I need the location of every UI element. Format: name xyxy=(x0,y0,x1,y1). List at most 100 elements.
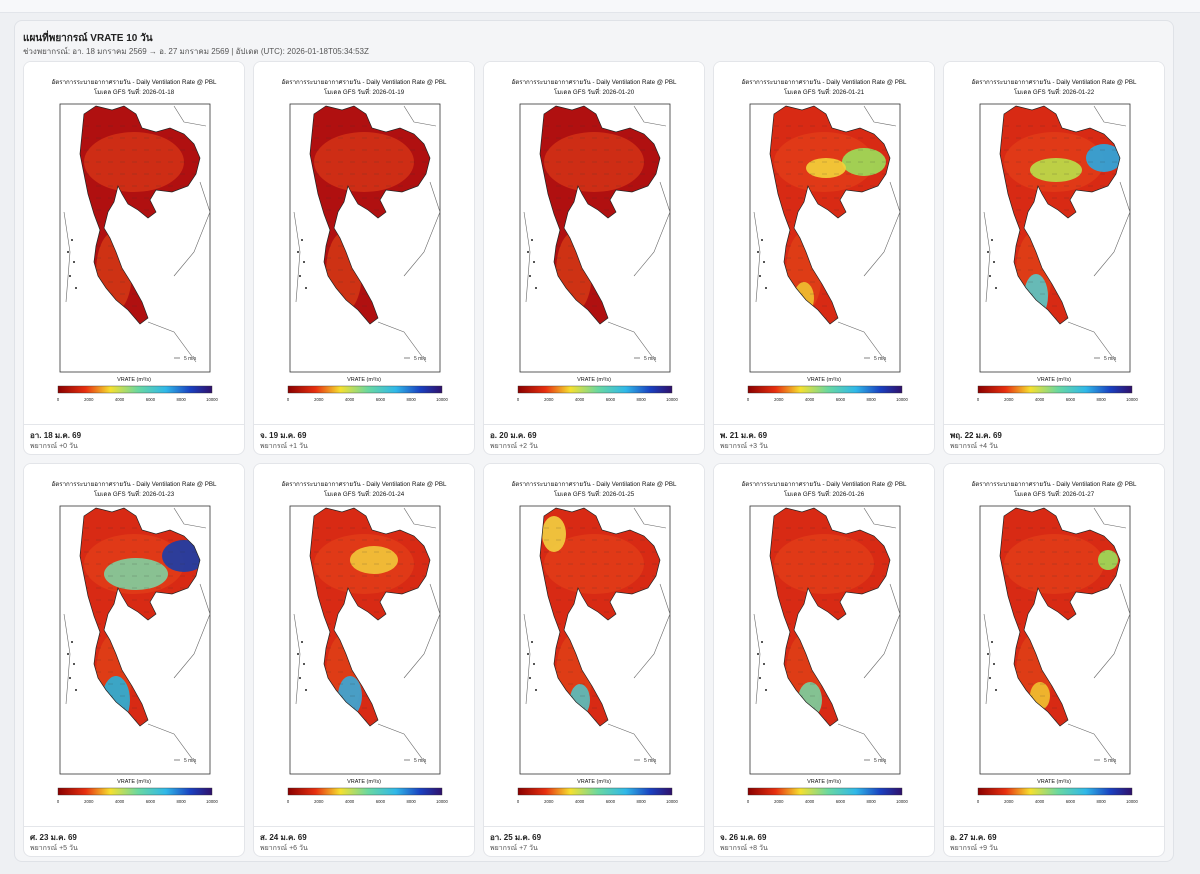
forecast-range-subtitle: ช่วงพยากรณ์: อา. 18 มกราคม 2569 → อ. 27 … xyxy=(23,47,369,56)
colorbar xyxy=(977,385,1133,394)
colorbar-label: VRATE (m²/s) xyxy=(577,779,611,785)
card-divider xyxy=(484,826,704,827)
map-title: อัตราการระบายอากาศรายวัน - Daily Ventila… xyxy=(972,79,1138,86)
colorbar-tick-label: 8000 xyxy=(1097,397,1107,402)
vrate-map-svg: อัตราการระบายอากาศรายวัน - Daily Ventila… xyxy=(742,79,909,402)
colorbar xyxy=(57,385,213,394)
forecast-card[interactable]: อัตราการระบายอากาศรายวัน - Daily Ventila… xyxy=(483,61,705,455)
map-title: อัตราการระบายอากาศรายวัน - Daily Ventila… xyxy=(512,481,678,488)
forecast-date-label: พฤ. 22 ม.ค. 69 xyxy=(950,431,1002,440)
forecast-date-label: จ. 19 ม.ค. 69 xyxy=(260,431,307,440)
colorbar-tick-label: 10000 xyxy=(436,799,448,804)
forecast-card[interactable]: อัตราการระบายอากาศรายวัน - Daily Ventila… xyxy=(483,463,705,857)
colorbar-tick-label: 0 xyxy=(747,799,750,804)
vector-scale-label: 5 m/s xyxy=(1104,356,1117,362)
forecast-card[interactable]: อัตราการระบายอากาศรายวัน - Daily Ventila… xyxy=(253,463,475,857)
colorbar-tick-label: 0 xyxy=(287,397,290,402)
colorbar-tick-label: 8000 xyxy=(407,397,417,402)
colorbar-label: VRATE (m²/s) xyxy=(347,779,381,785)
colorbar-tick-label: 8000 xyxy=(867,799,877,804)
card-divider xyxy=(714,424,934,425)
colorbar-tick-label: 8000 xyxy=(637,799,647,804)
forecast-card[interactable]: อัตราการระบายอากาศรายวัน - Daily Ventila… xyxy=(23,463,245,857)
vector-scale-label: 5 m/s xyxy=(414,356,427,362)
map-run-date: โมเดล GFS วันที่: 2026-01-19 xyxy=(324,88,405,96)
map-run-date: โมเดล GFS วันที่: 2026-01-24 xyxy=(324,490,405,498)
colorbar-tick-label: 4000 xyxy=(575,397,585,402)
colorbar-tick-label: 10000 xyxy=(896,799,908,804)
map-title: อัตราการระบายอากาศรายวัน - Daily Ventila… xyxy=(742,481,908,488)
forecast-lead-label: พยากรณ์ +7 วัน xyxy=(490,845,538,852)
card-divider xyxy=(24,424,244,425)
vrate-map-svg: อัตราการระบายอากาศรายวัน - Daily Ventila… xyxy=(512,79,679,402)
map-run-date: โมเดล GFS วันที่: 2026-01-20 xyxy=(554,88,635,96)
forecast-date-label: พ. 21 ม.ค. 69 xyxy=(720,431,768,440)
colorbar xyxy=(747,385,903,394)
vrate-map-svg: อัตราการระบายอากาศรายวัน - Daily Ventila… xyxy=(282,481,449,804)
vrate-map-image: อัตราการระบายอากาศรายวัน - Daily Ventila… xyxy=(254,62,474,424)
map-title: อัตราการระบายอากาศรายวัน - Daily Ventila… xyxy=(972,481,1138,488)
forecast-date-label: จ. 26 ม.ค. 69 xyxy=(720,833,767,842)
colorbar-tick-label: 0 xyxy=(977,397,980,402)
forecast-lead-label: พยากรณ์ +3 วัน xyxy=(720,443,768,450)
colorbar-label: VRATE (m²/s) xyxy=(1037,377,1071,383)
colorbar xyxy=(517,787,673,796)
forecast-card[interactable]: อัตราการระบายอากาศรายวัน - Daily Ventila… xyxy=(713,61,935,455)
vrate-map-svg: อัตราการระบายอากาศรายวัน - Daily Ventila… xyxy=(972,79,1139,402)
colorbar-tick-label: 10000 xyxy=(896,397,908,402)
colorbar-tick-label: 6000 xyxy=(1066,799,1076,804)
colorbar-tick-label: 2000 xyxy=(774,799,784,804)
colorbar-tick-label: 8000 xyxy=(637,397,647,402)
forecast-lead-label: พยากรณ์ +2 วัน xyxy=(490,443,538,450)
vector-scale-label: 5 m/s xyxy=(644,356,657,362)
colorbar-tick-label: 6000 xyxy=(606,397,616,402)
colorbar-tick-label: 0 xyxy=(517,799,520,804)
colorbar-tick-label: 8000 xyxy=(407,799,417,804)
colorbar-tick-label: 0 xyxy=(57,397,60,402)
colorbar-tick-label: 8000 xyxy=(177,799,187,804)
map-title: อัตราการระบายอากาศรายวัน - Daily Ventila… xyxy=(52,79,218,86)
vrate-map-image: อัตราการระบายอากาศรายวัน - Daily Ventila… xyxy=(24,62,244,424)
vector-scale-label: 5 m/s xyxy=(874,356,887,362)
colorbar-label: VRATE (m²/s) xyxy=(577,377,611,383)
forecast-card[interactable]: อัตราการระบายอากาศรายวัน - Daily Ventila… xyxy=(943,463,1165,857)
forecast-card[interactable]: อัตราการระบายอากาศรายวัน - Daily Ventila… xyxy=(253,61,475,455)
forecast-card[interactable]: อัตราการระบายอากาศรายวัน - Daily Ventila… xyxy=(943,61,1165,455)
vector-scale-label: 5 m/s xyxy=(644,758,657,764)
colorbar-tick-label: 2000 xyxy=(314,397,324,402)
map-run-date: โมเดล GFS วันที่: 2026-01-27 xyxy=(1014,490,1095,498)
forecast-card[interactable]: อัตราการระบายอากาศรายวัน - Daily Ventila… xyxy=(713,463,935,857)
top-strip xyxy=(0,0,1200,13)
card-divider xyxy=(714,826,934,827)
vector-scale-label: 5 m/s xyxy=(874,758,887,764)
colorbar-tick-label: 6000 xyxy=(836,799,846,804)
vrate-map-image: อัตราการระบายอากาศรายวัน - Daily Ventila… xyxy=(484,62,704,424)
vrate-map-image: อัตราการระบายอากาศรายวัน - Daily Ventila… xyxy=(24,464,244,826)
colorbar-tick-label: 2000 xyxy=(84,799,94,804)
map-title: อัตราการระบายอากาศรายวัน - Daily Ventila… xyxy=(742,79,908,86)
forecast-card-grid: อัตราการระบายอากาศรายวัน - Daily Ventila… xyxy=(23,61,1167,857)
vrate-map-image: อัตราการระบายอากาศรายวัน - Daily Ventila… xyxy=(714,464,934,826)
colorbar-tick-label: 6000 xyxy=(1066,397,1076,402)
vector-scale-label: 5 m/s xyxy=(184,758,197,764)
vrate-map-svg: อัตราการระบายอากาศรายวัน - Daily Ventila… xyxy=(282,79,449,402)
colorbar-tick-label: 4000 xyxy=(805,799,815,804)
colorbar xyxy=(287,385,443,394)
colorbar-label: VRATE (m²/s) xyxy=(1037,779,1071,785)
page-title: แผนที่พยากรณ์ VRATE 10 วัน xyxy=(23,33,153,44)
forecast-panel: แผนที่พยากรณ์ VRATE 10 วัน ช่วงพยากรณ์: … xyxy=(14,20,1174,862)
forecast-card[interactable]: อัตราการระบายอากาศรายวัน - Daily Ventila… xyxy=(23,61,245,455)
forecast-date-label: อา. 25 ม.ค. 69 xyxy=(490,833,542,842)
card-divider xyxy=(24,826,244,827)
map-run-date: โมเดล GFS วันที่: 2026-01-23 xyxy=(94,490,175,498)
colorbar-tick-label: 10000 xyxy=(436,397,448,402)
card-divider xyxy=(254,424,474,425)
map-title: อัตราการระบายอากาศรายวัน - Daily Ventila… xyxy=(282,79,448,86)
colorbar-tick-label: 4000 xyxy=(115,397,125,402)
vector-scale-label: 5 m/s xyxy=(1104,758,1117,764)
vrate-map-image: อัตราการระบายอากาศรายวัน - Daily Ventila… xyxy=(944,62,1164,424)
colorbar xyxy=(57,787,213,796)
forecast-date-label: ศ. 23 ม.ค. 69 xyxy=(30,833,77,842)
map-run-date: โมเดล GFS วันที่: 2026-01-22 xyxy=(1014,88,1095,96)
vrate-map-svg: อัตราการระบายอากาศรายวัน - Daily Ventila… xyxy=(742,481,909,804)
